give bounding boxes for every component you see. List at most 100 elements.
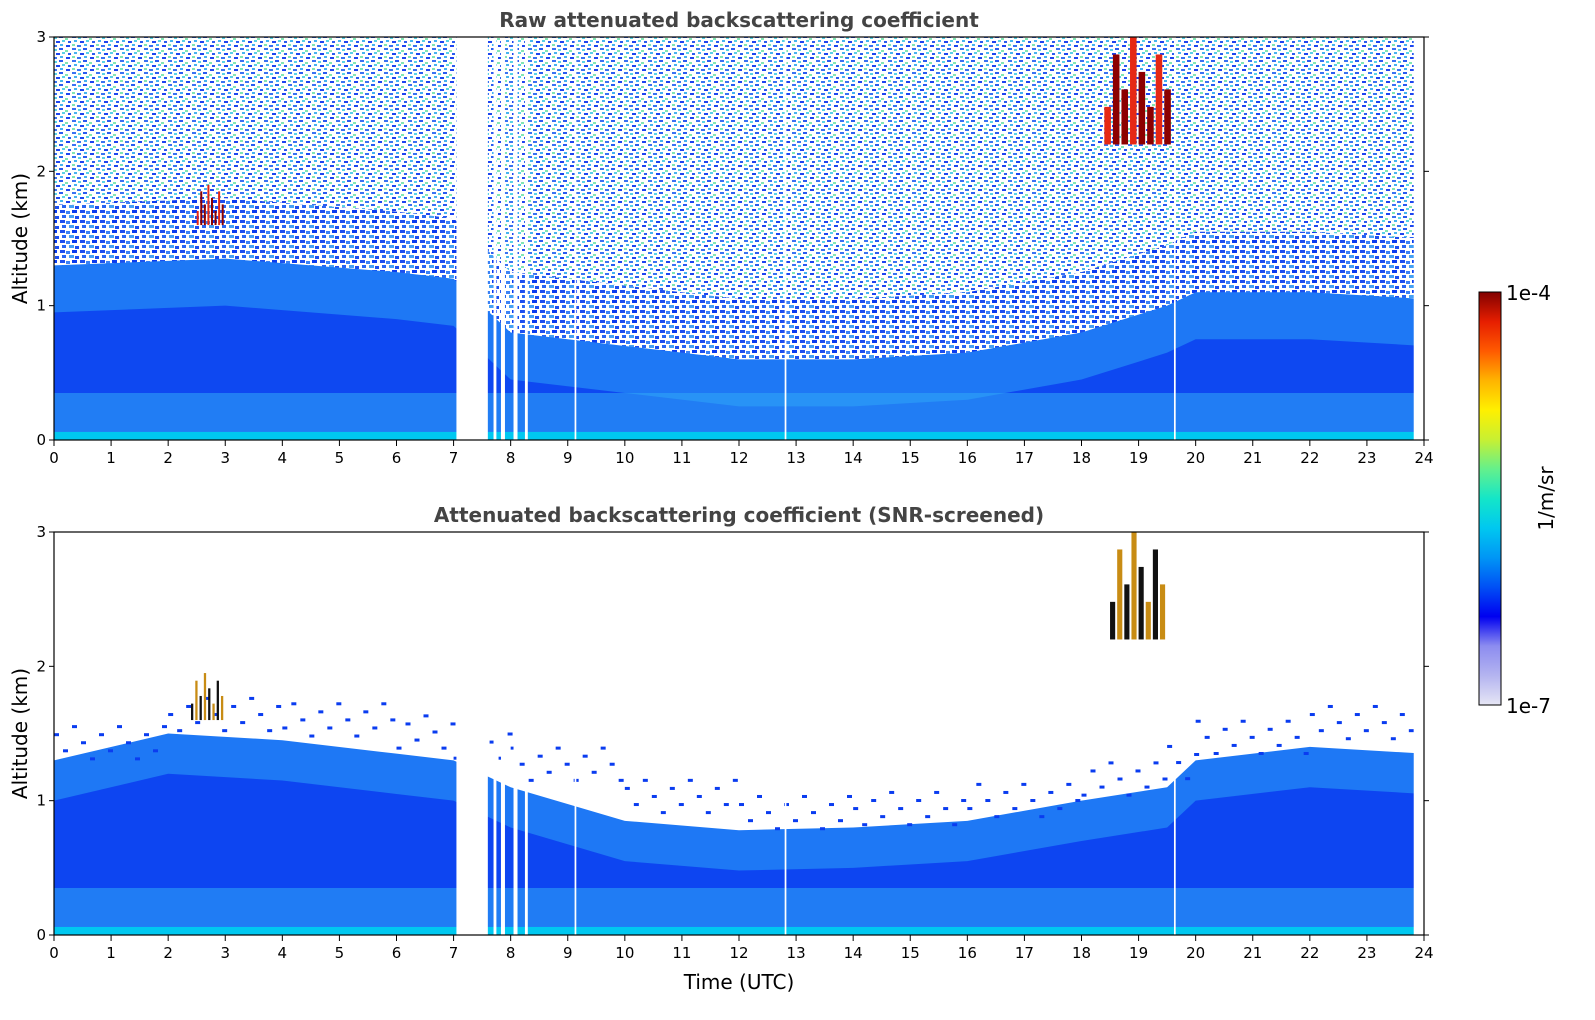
x-tick-label: 24	[1414, 944, 1433, 962]
cloud-mark	[1130, 37, 1137, 145]
layer-speckle	[1195, 719, 1201, 723]
cloud-mark	[191, 703, 194, 721]
layer-speckle	[880, 815, 886, 819]
panel-title-raw: Raw attenuated backscattering coefficien…	[499, 8, 979, 32]
layer-speckle	[687, 778, 693, 782]
layer-speckle	[847, 794, 852, 798]
layer-speckle	[633, 803, 639, 807]
cloud-mark	[195, 680, 198, 721]
layer-speckle	[1135, 769, 1141, 773]
layer-speckle	[618, 778, 624, 782]
x-tick-label: 24	[1414, 449, 1433, 467]
layer-speckle	[739, 803, 744, 807]
panel-screened: Attenuated backscattering coefficient (S…	[8, 503, 1434, 994]
layer-speckle	[766, 811, 771, 815]
x-tick-label: 9	[563, 449, 573, 467]
cloud-mark	[1138, 71, 1146, 145]
x-tick-label: 5	[335, 944, 345, 962]
layer-speckle	[195, 721, 201, 725]
layer-speckle	[784, 803, 789, 807]
plot-area-raw	[54, 37, 1424, 440]
layer-speckle	[582, 754, 588, 758]
x-tick-label: 0	[49, 449, 59, 467]
layer-speckle	[318, 710, 324, 714]
layer-speckle	[853, 807, 859, 811]
y-tick-label: 3	[36, 28, 46, 46]
layer-speckle	[600, 746, 606, 750]
layer-speckle	[1363, 729, 1369, 733]
x-tick-label: 18	[1072, 449, 1091, 467]
layer-speckle	[1117, 777, 1123, 781]
cloud-mark	[203, 204, 206, 226]
layer-speckle	[423, 714, 429, 718]
layer-speckle	[705, 811, 711, 815]
colorbar-min-label: 1e-7	[1506, 694, 1551, 718]
layer-speckle	[1267, 727, 1273, 731]
cloud-mark	[1164, 89, 1171, 145]
layer-speckle	[714, 786, 720, 790]
layer-speckle	[489, 740, 495, 744]
data-gap	[1413, 532, 1424, 935]
cloud-mark	[1155, 54, 1163, 145]
x-tick-label: 10	[615, 944, 634, 962]
layer-speckle	[1167, 744, 1173, 748]
layer-speckle	[1213, 751, 1219, 755]
layer-speckle	[213, 713, 219, 717]
data-gap	[784, 37, 787, 440]
layer-speckle	[414, 738, 420, 742]
layer-speckle	[889, 790, 895, 794]
layer-speckle	[1327, 704, 1333, 708]
layer-speckle	[267, 729, 273, 733]
panel-title-screened: Attenuated backscattering coefficient (S…	[434, 503, 1044, 527]
x-tick-label: 16	[958, 449, 977, 467]
cloud-mark	[1147, 106, 1154, 145]
layer-speckle	[669, 786, 675, 790]
layer-speckle	[732, 778, 738, 782]
x-tick-label: 20	[1186, 944, 1205, 962]
layer-speckle	[432, 730, 438, 734]
layer-speckle	[117, 725, 122, 729]
layer-speckle	[976, 782, 982, 786]
layer-speckle	[1276, 743, 1282, 747]
x-tick-label: 4	[278, 944, 288, 962]
layer-speckle	[153, 749, 158, 753]
colorbar: 1e-4 1e-7 1/m/sr	[1478, 281, 1558, 718]
layer-speckle	[1372, 704, 1378, 708]
x-tick-label: 0	[49, 944, 59, 962]
x-tick-label: 11	[672, 944, 691, 962]
layer-speckle	[1066, 782, 1072, 786]
cloud-mark	[1110, 601, 1116, 640]
layer-speckle	[441, 746, 447, 750]
layer-speckle	[609, 762, 615, 766]
layer-speckle	[546, 770, 552, 774]
layer-speckle	[72, 725, 77, 729]
layer-speckle	[1222, 727, 1228, 731]
x-tick-label: 21	[1243, 449, 1262, 467]
layer-speckle	[204, 696, 210, 700]
x-tick-label: 5	[335, 449, 345, 467]
layer-speckle	[144, 733, 149, 737]
x-tick-label: 8	[506, 944, 516, 962]
layer-speckle	[90, 757, 95, 761]
layer-speckle	[309, 734, 315, 738]
layer-speckle	[282, 726, 288, 730]
layer-speckle	[1126, 793, 1132, 797]
layer-speckle	[1099, 785, 1105, 789]
y-axis-label-raw: Altitude (km)	[8, 173, 32, 304]
layer-speckle	[985, 799, 991, 803]
data-gap	[493, 37, 497, 440]
layer-speckle	[1039, 815, 1045, 819]
layer-speckle	[327, 726, 333, 730]
data-gap	[784, 532, 787, 935]
layer-speckle	[354, 734, 360, 738]
cloud-mark	[1124, 584, 1130, 640]
data-gap	[456, 532, 488, 935]
layer-speckle	[162, 725, 167, 729]
cloud-mark	[203, 673, 207, 721]
layer-speckle	[1318, 729, 1324, 733]
x-tick-label: 1	[106, 944, 116, 962]
layer-speckle	[811, 811, 816, 815]
layer-speckle	[507, 732, 513, 736]
layer-speckle	[961, 799, 967, 803]
layer-speckle	[222, 729, 228, 733]
